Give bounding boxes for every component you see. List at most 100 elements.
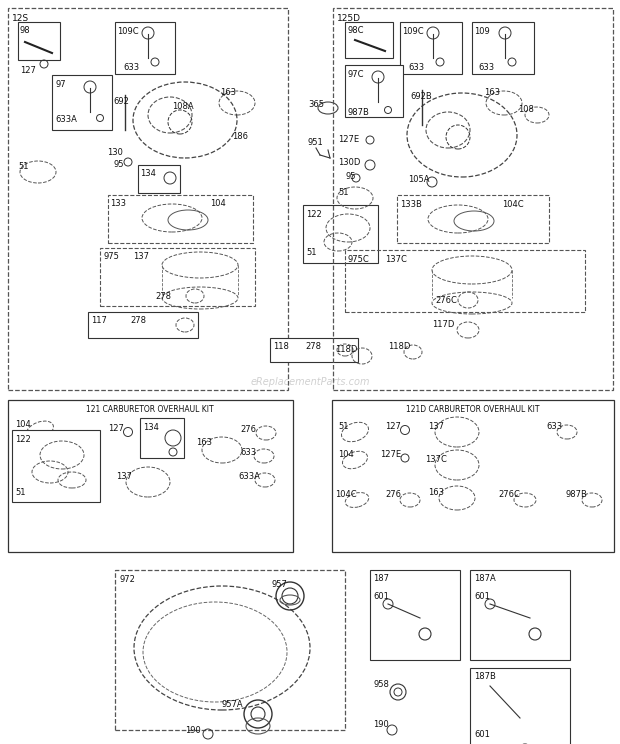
Text: 278: 278 (130, 316, 146, 325)
Text: 975: 975 (103, 252, 119, 261)
Text: 104C: 104C (502, 200, 524, 209)
Text: 137: 137 (116, 472, 132, 481)
Bar (88, 312, 198, 338)
Text: 108: 108 (518, 105, 534, 114)
Text: 130D: 130D (338, 158, 360, 167)
Bar (8, 400, 293, 552)
Text: 98: 98 (20, 26, 30, 35)
Text: 97: 97 (55, 80, 66, 89)
Text: 957: 957 (272, 580, 288, 589)
Text: 163: 163 (220, 88, 236, 97)
Text: 187: 187 (373, 574, 389, 583)
Text: 134: 134 (140, 169, 156, 178)
Text: 109: 109 (474, 27, 490, 36)
Text: 951: 951 (308, 138, 324, 147)
Text: 365: 365 (308, 100, 324, 109)
Text: 601: 601 (373, 592, 389, 601)
Text: 109C: 109C (117, 27, 139, 36)
Text: 278: 278 (305, 342, 321, 351)
Text: 127E: 127E (380, 450, 401, 459)
Text: 104C: 104C (335, 490, 356, 499)
Text: 692B: 692B (410, 92, 432, 101)
Text: 187B: 187B (474, 672, 496, 681)
Text: 186: 186 (232, 132, 248, 141)
Text: 601: 601 (474, 592, 490, 601)
Bar (108, 195, 253, 243)
Text: 190: 190 (373, 720, 389, 729)
Text: 98C: 98C (347, 26, 363, 35)
Bar (140, 418, 184, 458)
Text: 633: 633 (546, 422, 562, 431)
Text: 117D: 117D (432, 320, 454, 329)
Bar (332, 400, 614, 552)
Bar (472, 22, 534, 74)
Text: 104: 104 (338, 450, 354, 459)
Text: 51: 51 (338, 422, 348, 431)
Text: 601: 601 (474, 730, 490, 739)
Text: 118: 118 (273, 342, 289, 351)
Bar (12, 430, 100, 502)
Text: eReplacementParts.com: eReplacementParts.com (250, 377, 370, 387)
Text: 51: 51 (306, 248, 316, 257)
Bar (470, 570, 570, 660)
Text: 137C: 137C (425, 455, 447, 464)
Text: 957A: 957A (222, 700, 244, 709)
Text: 633A: 633A (238, 472, 260, 481)
Bar (8, 8, 288, 390)
Text: 104: 104 (15, 420, 31, 429)
Text: 278: 278 (155, 292, 171, 301)
Text: 633: 633 (478, 63, 494, 72)
Text: 163: 163 (484, 88, 500, 97)
Text: 121 CARBURETOR OVERHAUL KIT: 121 CARBURETOR OVERHAUL KIT (86, 405, 214, 414)
Text: 633: 633 (123, 63, 139, 72)
Text: 133: 133 (110, 199, 126, 208)
Text: 104: 104 (210, 199, 226, 208)
Text: 975C: 975C (348, 255, 370, 264)
Text: 633: 633 (240, 448, 256, 457)
Bar (333, 8, 613, 390)
Text: 95: 95 (113, 160, 123, 169)
Bar (345, 22, 393, 58)
Text: 121D CARBURETOR OVERHAUL KIT: 121D CARBURETOR OVERHAUL KIT (406, 405, 540, 414)
Text: 97C: 97C (348, 70, 365, 79)
Text: 95: 95 (345, 172, 355, 181)
Text: 276C: 276C (498, 490, 520, 499)
Text: 127: 127 (108, 424, 124, 433)
Text: 127: 127 (385, 422, 401, 431)
Bar (470, 668, 570, 744)
Text: 163: 163 (428, 488, 444, 497)
Text: 127E: 127E (338, 135, 359, 144)
Bar (138, 165, 180, 193)
Bar (18, 22, 60, 60)
Text: 958: 958 (373, 680, 389, 689)
Text: 633: 633 (408, 63, 424, 72)
Text: 276: 276 (240, 425, 256, 434)
Text: 51: 51 (338, 188, 348, 197)
Text: 122: 122 (306, 210, 322, 219)
Text: 187A: 187A (474, 574, 496, 583)
Text: 134: 134 (143, 423, 159, 432)
Text: 190: 190 (185, 726, 201, 735)
Text: 122: 122 (15, 435, 31, 444)
Text: 987B: 987B (565, 490, 587, 499)
Text: 972: 972 (120, 575, 136, 584)
Text: 987B: 987B (348, 108, 370, 117)
Text: 133B: 133B (400, 200, 422, 209)
Bar (100, 248, 255, 306)
Text: 137: 137 (428, 422, 444, 431)
Text: 276: 276 (385, 490, 401, 499)
Text: 276C: 276C (435, 296, 457, 305)
Text: 163: 163 (196, 438, 212, 447)
Text: 105A: 105A (408, 175, 430, 184)
Text: 51: 51 (15, 488, 25, 497)
Bar (345, 65, 403, 117)
Text: 127: 127 (20, 66, 36, 75)
Bar (115, 22, 175, 74)
Text: 118D: 118D (335, 345, 357, 354)
Text: 137C: 137C (385, 255, 407, 264)
Text: 117: 117 (91, 316, 107, 325)
Text: 633A: 633A (55, 115, 77, 124)
Text: 108A: 108A (172, 102, 193, 111)
Text: 130: 130 (107, 148, 123, 157)
Text: 137: 137 (133, 252, 149, 261)
